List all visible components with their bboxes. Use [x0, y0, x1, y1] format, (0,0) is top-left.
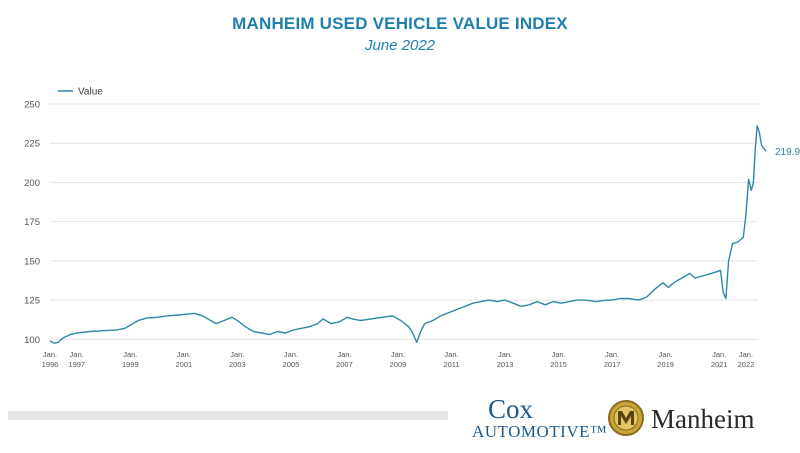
footer-bar — [8, 411, 448, 420]
x-tick-label-year: 2003 — [229, 360, 246, 369]
x-tick-label-year: 2001 — [175, 360, 192, 369]
y-tick-label: 150 — [24, 256, 40, 267]
legend: Value — [58, 87, 103, 98]
x-tick-label-month: Jan. — [337, 350, 351, 359]
gridlines — [50, 103, 758, 340]
y-tick-label: 125 — [24, 296, 40, 307]
x-tick-label-year: 1996 — [42, 360, 59, 369]
y-axis-ticks: 100 125 150 175 200 225 250 — [24, 100, 40, 346]
x-tick-label-month: Jan. — [284, 350, 298, 359]
x-tick-label-month: Jan. — [70, 350, 84, 359]
y-tick-label: 200 — [24, 178, 40, 189]
x-axis-ticks: Jan.1996Jan.1997Jan.1999Jan.2001Jan.2003… — [42, 350, 755, 369]
x-tick-label-month: Jan. — [391, 350, 405, 359]
x-tick-label-year: 2009 — [390, 360, 407, 369]
x-tick-label-year: 2019 — [657, 360, 674, 369]
x-tick-label-year: 2017 — [604, 360, 621, 369]
chart-title: MANHEIM USED VEHICLE VALUE INDEX — [232, 14, 568, 33]
x-tick-label-year: 2015 — [550, 360, 567, 369]
x-tick-label-month: Jan. — [739, 350, 753, 359]
x-tick-label-year: 2013 — [497, 360, 514, 369]
x-tick-label-month: Jan. — [444, 350, 458, 359]
x-tick-label-year: 1997 — [68, 360, 85, 369]
automotive-logo-text: AUTOMOTIVE™ — [472, 422, 608, 441]
chart-subtitle: June 2022 — [364, 37, 436, 54]
y-tick-label: 225 — [24, 139, 40, 150]
cox-logo-text: Cox — [488, 394, 534, 424]
x-tick-label-month: Jan. — [712, 350, 726, 359]
manheim-emblem-icon — [608, 400, 644, 436]
x-tick-label-month: Jan. — [177, 350, 191, 359]
x-tick-label-year: 2022 — [738, 360, 755, 369]
x-tick-label-year: 2005 — [283, 360, 300, 369]
x-tick-label-month: Jan. — [659, 350, 673, 359]
x-tick-label-month: Jan. — [498, 350, 512, 359]
end-value-label: 219.9 — [775, 147, 800, 158]
x-tick-label-year: 2011 — [443, 360, 459, 369]
y-tick-label: 175 — [24, 217, 40, 228]
y-tick-label: 250 — [24, 100, 40, 111]
x-tick-label-year: 2021 — [711, 360, 728, 369]
series-layer: 219.9 — [49, 125, 800, 344]
x-tick-label-month: Jan. — [605, 350, 619, 359]
x-tick-label-year: 2007 — [336, 360, 353, 369]
manheim-logo: Manheim — [607, 398, 777, 442]
cox-automotive-logo: Cox AUTOMOTIVE™ — [470, 394, 607, 444]
series-line-value — [49, 125, 767, 344]
y-tick-label: 100 — [24, 335, 40, 346]
manheim-logo-text: Manheim — [651, 404, 755, 434]
x-tick-label-month: Jan. — [230, 350, 244, 359]
x-tick-label-year: 1999 — [122, 360, 139, 369]
legend-label: Value — [78, 87, 103, 98]
x-tick-label-month: Jan. — [551, 350, 565, 359]
x-tick-label-month: Jan. — [43, 350, 57, 359]
x-tick-label-month: Jan. — [123, 350, 137, 359]
